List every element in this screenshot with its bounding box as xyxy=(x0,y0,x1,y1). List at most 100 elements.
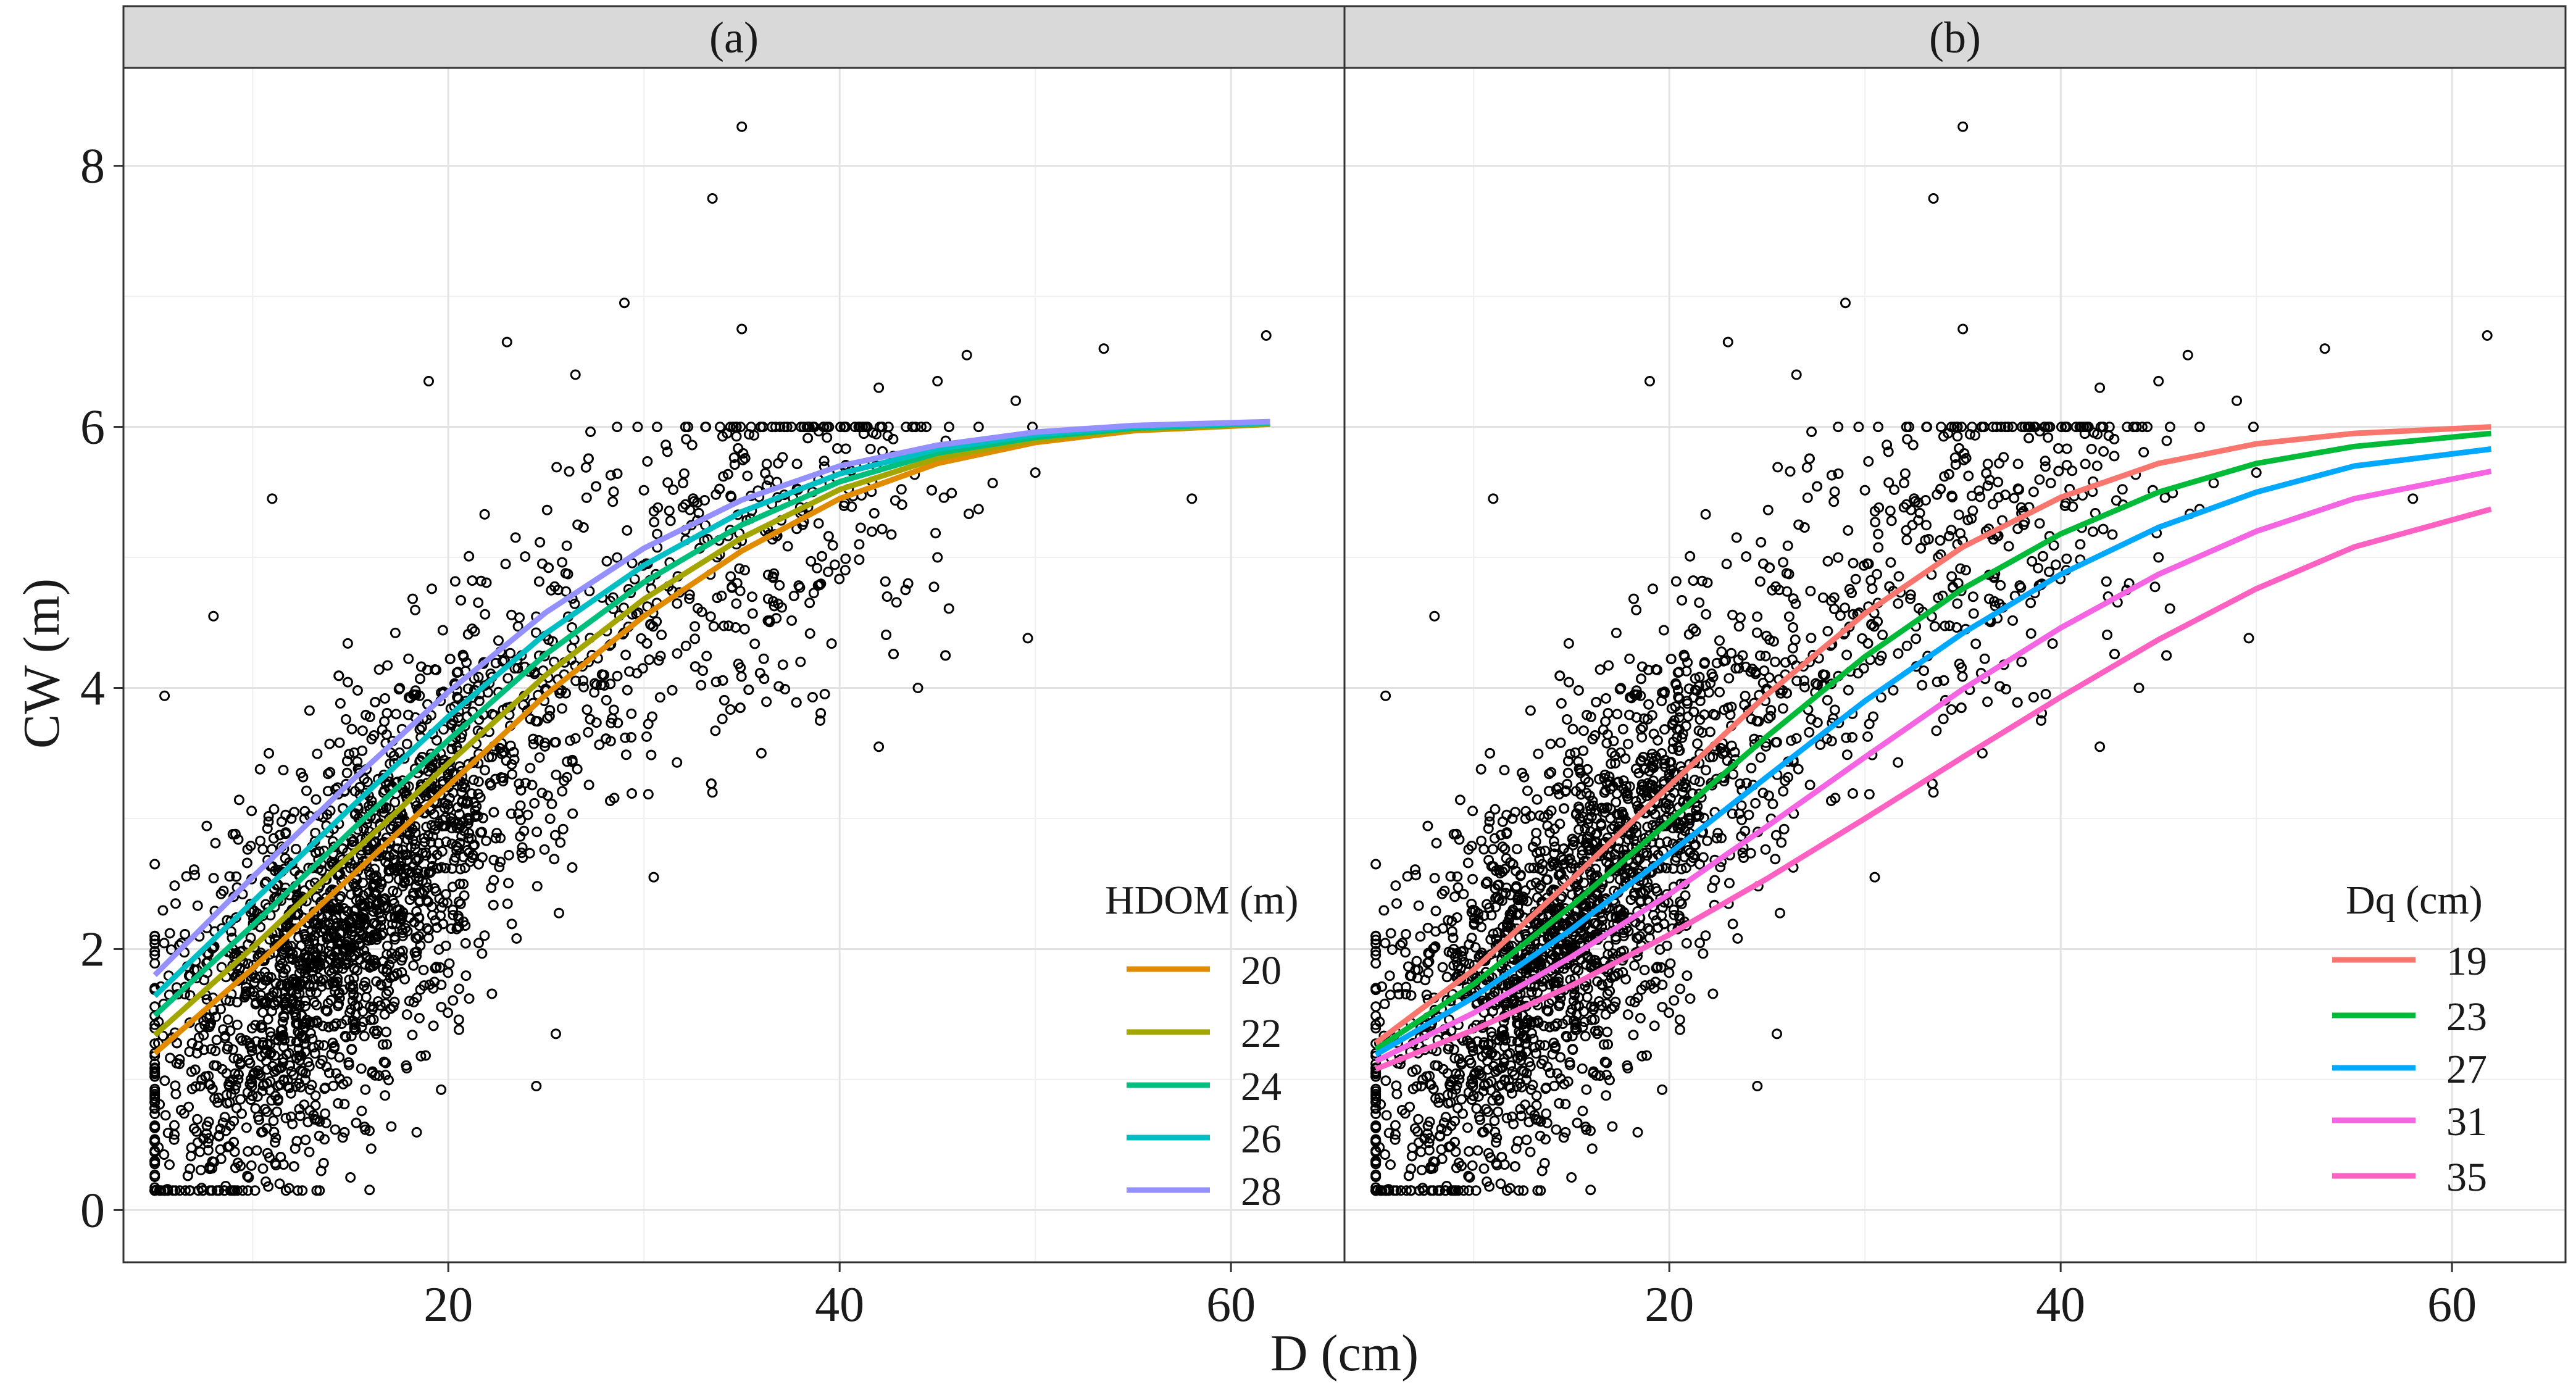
observation-point xyxy=(840,443,851,454)
observation-point xyxy=(449,576,461,587)
observation-point xyxy=(264,747,275,759)
observation-point xyxy=(437,776,448,787)
observation-point xyxy=(242,1170,253,1181)
observation-point xyxy=(533,576,544,587)
observation-point xyxy=(717,431,728,442)
observation-point xyxy=(278,1041,290,1052)
observation-point xyxy=(306,1080,317,1091)
observation-point xyxy=(233,834,244,845)
observation-point xyxy=(808,588,819,599)
observation-point xyxy=(160,1110,171,1121)
observation-point xyxy=(215,1004,226,1015)
observation-point xyxy=(641,731,652,742)
observation-point xyxy=(430,886,441,897)
observation-point xyxy=(503,878,514,889)
observation-point xyxy=(819,689,830,699)
observation-point xyxy=(620,749,631,760)
observation-point xyxy=(655,651,666,662)
observation-point xyxy=(172,989,183,1000)
observation-point xyxy=(436,846,448,857)
observation-point xyxy=(209,1060,220,1071)
observation-point xyxy=(622,685,633,696)
observation-point xyxy=(515,800,526,811)
observation-point xyxy=(973,422,984,433)
observation-point xyxy=(338,945,349,956)
observation-point xyxy=(605,796,615,806)
observation-point xyxy=(505,740,516,751)
observation-point xyxy=(373,664,385,675)
observation-point xyxy=(165,944,177,955)
observation-point xyxy=(896,484,907,495)
observation-point xyxy=(497,656,508,667)
observation-point xyxy=(464,551,475,562)
observation-point xyxy=(305,986,316,997)
observation-point xyxy=(612,670,623,681)
observation-point xyxy=(656,630,667,640)
observation-point xyxy=(401,738,412,749)
observation-point xyxy=(403,653,414,664)
observation-point xyxy=(583,780,594,791)
observation-point xyxy=(307,1017,319,1028)
observation-point xyxy=(383,986,394,996)
observation-point xyxy=(554,907,564,918)
observation-point xyxy=(399,877,410,888)
observation-point xyxy=(165,1052,176,1064)
observation-point xyxy=(551,769,562,780)
observation-point xyxy=(652,422,662,433)
observation-point xyxy=(218,885,229,896)
observation-point xyxy=(567,862,578,873)
observation-point xyxy=(149,1122,160,1133)
observation-point xyxy=(249,1185,261,1196)
observation-point xyxy=(578,675,589,686)
observation-point xyxy=(319,1040,330,1051)
observation-point xyxy=(407,593,418,604)
observation-point xyxy=(522,809,533,820)
observation-point xyxy=(411,906,422,917)
observation-point xyxy=(826,638,837,649)
observation-point xyxy=(661,439,672,451)
observation-point xyxy=(486,988,498,999)
observation-point xyxy=(208,873,219,884)
observation-point xyxy=(241,857,252,868)
observation-point xyxy=(540,737,551,748)
observation-point xyxy=(335,698,346,709)
observation-point xyxy=(339,1099,350,1110)
observation-point xyxy=(456,595,467,606)
observation-point xyxy=(530,627,541,638)
legend-label-22: 22 xyxy=(1241,1011,1282,1056)
observation-point xyxy=(308,1042,319,1053)
observation-point xyxy=(742,470,753,481)
observation-point xyxy=(681,434,692,445)
observation-point xyxy=(222,1014,233,1025)
observation-point xyxy=(414,887,425,898)
observation-point xyxy=(354,781,365,793)
observation-point xyxy=(341,756,352,767)
observation-point xyxy=(415,984,426,995)
observation-point xyxy=(436,1002,447,1012)
observation-point xyxy=(400,849,411,860)
observation-point xyxy=(292,1185,303,1196)
observation-point xyxy=(180,929,191,939)
observation-point xyxy=(680,640,691,651)
observation-point xyxy=(607,496,619,507)
observation-point xyxy=(149,1109,160,1119)
observation-point xyxy=(643,789,654,800)
observation-point xyxy=(678,478,688,489)
observation-point xyxy=(414,853,424,864)
observation-point xyxy=(162,1128,173,1138)
observation-point xyxy=(840,553,851,564)
observation-point xyxy=(567,757,578,767)
observation-point xyxy=(352,685,363,696)
observation-point xyxy=(267,1006,277,1017)
observation-point xyxy=(451,923,462,935)
observation-point xyxy=(363,887,374,898)
observation-point xyxy=(365,1143,377,1154)
observation-point xyxy=(323,1067,335,1078)
observation-point xyxy=(448,904,458,915)
observation-point xyxy=(839,422,850,433)
observation-point xyxy=(428,1020,439,1031)
observation-point xyxy=(192,900,203,911)
observation-point xyxy=(261,899,271,910)
